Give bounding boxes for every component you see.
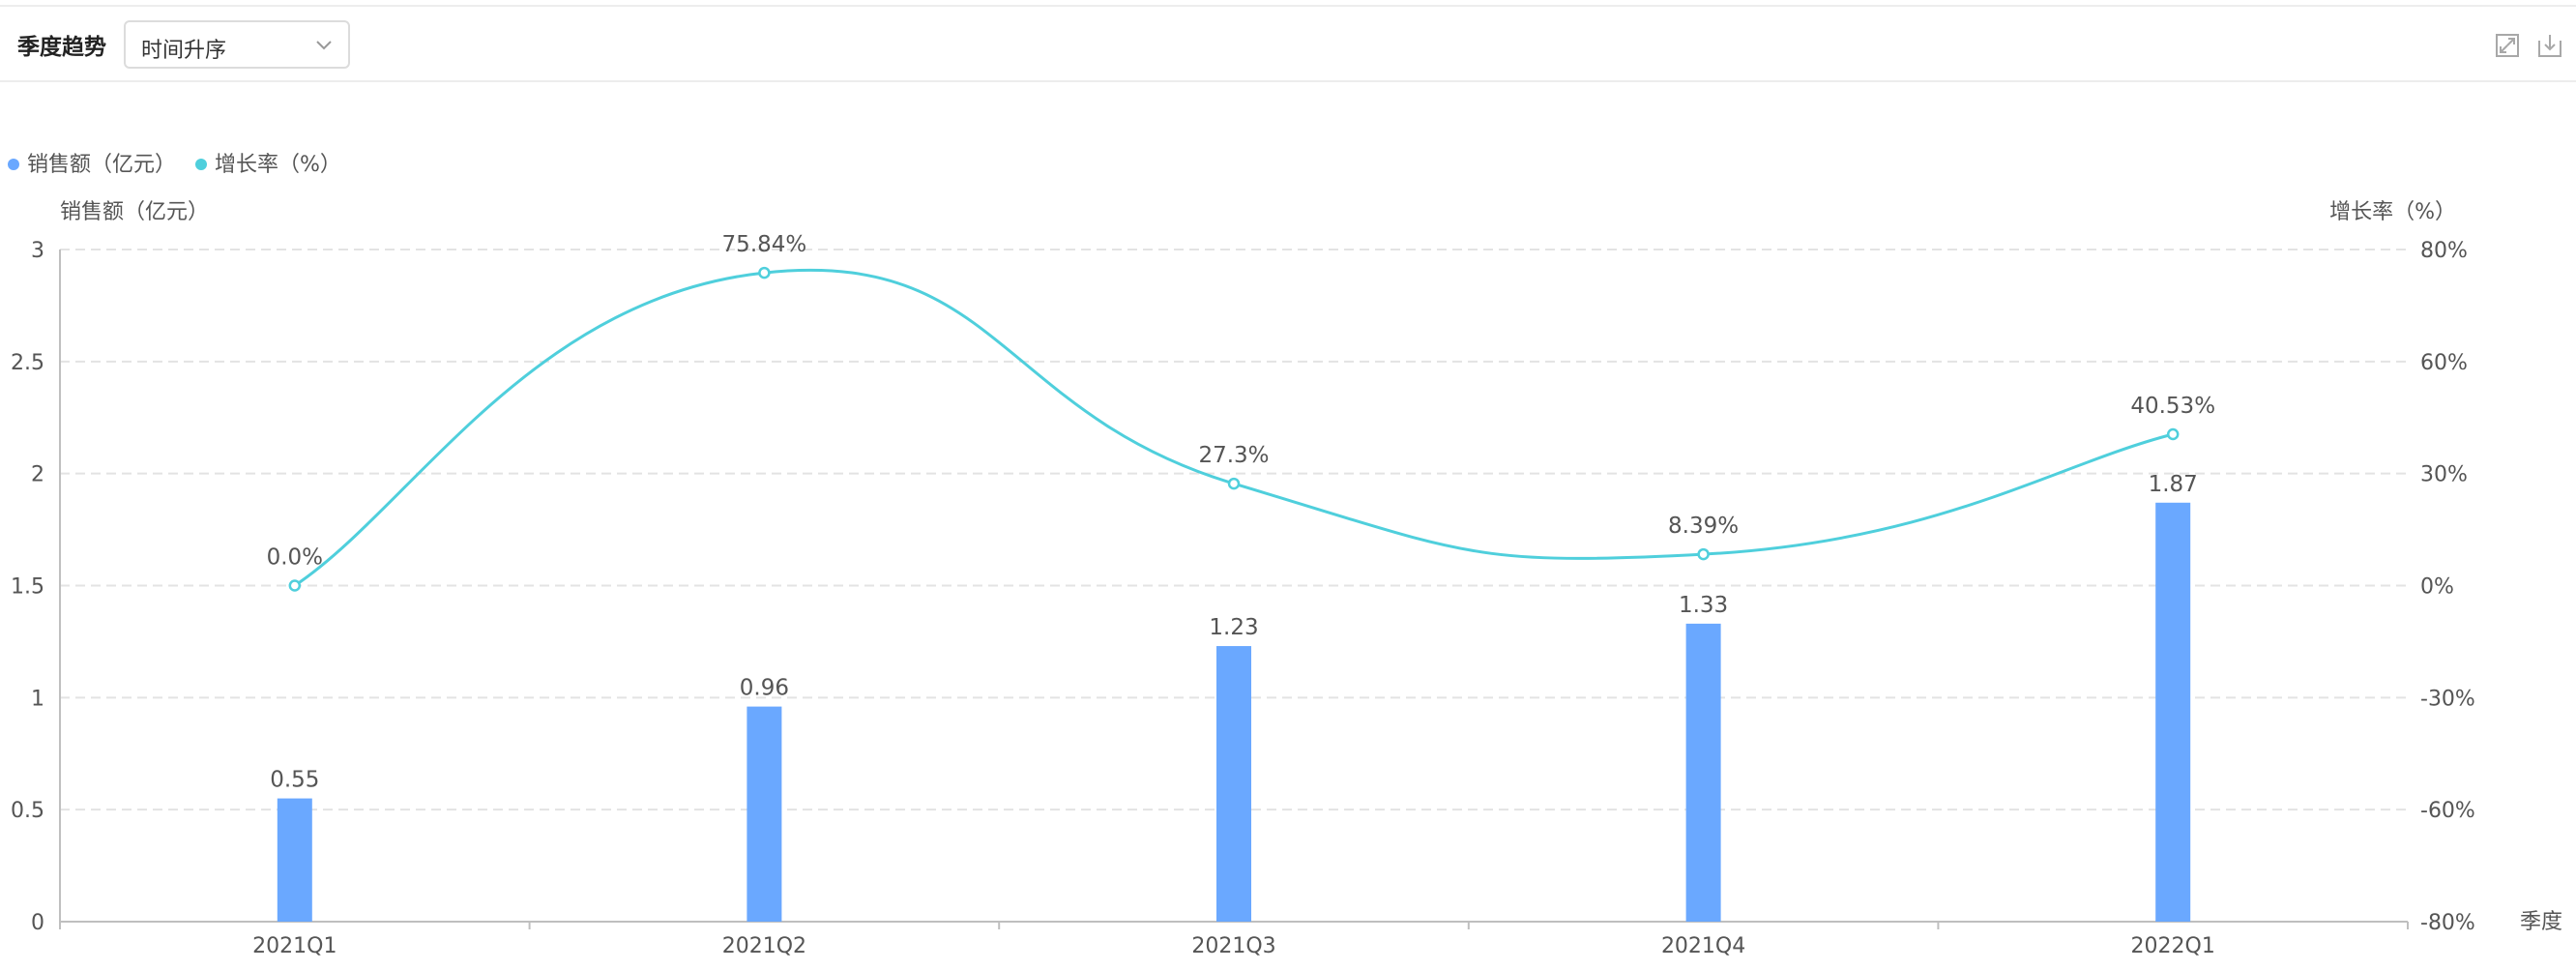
bar-data-label: 1.87 (2149, 472, 2198, 497)
line-point-growth (2166, 427, 2180, 441)
bar-sales (277, 798, 312, 922)
y-right-tick-label: 0% (2420, 575, 2454, 600)
legend-marker-sales (8, 159, 19, 170)
x-tick-label: 2021Q4 (1661, 934, 1745, 958)
x-tick-label: 2021Q3 (1191, 934, 1275, 958)
y-right-tick-label: -60% (2420, 799, 2475, 823)
x-tick-label: 2022Q1 (2131, 934, 2215, 958)
top-border (0, 0, 2576, 7)
bar-sales (746, 706, 782, 922)
line-data-label: 0.0% (267, 545, 323, 571)
y-right-axis-title: 增长率（%） (2329, 200, 2456, 224)
line-data-label: 8.39% (1668, 514, 1739, 539)
chart-toolbar: 季度趋势 时间升序 (0, 7, 2576, 82)
bar-data-label: 0.55 (270, 768, 319, 793)
y-right-tick-label: 60% (2420, 351, 2468, 375)
bar-data-label: 1.33 (1679, 593, 1728, 618)
download-icon[interactable] (2537, 33, 2562, 58)
bar-sales (1216, 646, 1251, 922)
y-left-tick-label: 0 (31, 911, 44, 935)
line-point-growth (1697, 547, 1710, 561)
y-left-tick-label: 1 (31, 687, 44, 711)
bar-sales (2155, 502, 2191, 922)
y-right-tick-label: -30% (2420, 687, 2475, 711)
chart-title: 季度趋势 (17, 35, 106, 60)
bar-data-label: 0.96 (740, 676, 789, 701)
y-left-tick-label: 0.5 (11, 799, 44, 823)
line-point-growth (1227, 477, 1241, 490)
bar-sales (1685, 623, 1721, 922)
legend-label-sales: 销售额（亿元） (27, 153, 176, 177)
x-axis-title: 季度 (2520, 910, 2562, 934)
y-left-tick-label: 3 (31, 239, 44, 263)
line-data-label: 27.3% (1198, 443, 1269, 468)
line-data-label: 75.84% (722, 232, 807, 257)
chevron-down-icon (316, 41, 332, 50)
x-tick-label: 2021Q1 (252, 934, 337, 958)
y-left-tick-label: 2 (31, 463, 44, 487)
line-point-growth (288, 579, 302, 592)
x-tick-label: 2021Q2 (722, 934, 806, 958)
legend-marker-growth (195, 159, 207, 170)
y-left-tick-label: 1.5 (11, 575, 44, 600)
line-growth-rate (293, 268, 2174, 587)
y-right-tick-label: 30% (2420, 463, 2468, 487)
sort-order-value: 时间升序 (141, 39, 227, 63)
line-data-label: 40.53% (2130, 394, 2215, 419)
y-left-axis-title: 销售额（亿元） (60, 200, 209, 224)
y-right-tick-label: 80% (2420, 239, 2468, 263)
sort-order-select[interactable]: 时间升序 (124, 20, 350, 69)
bar-data-label: 1.23 (1209, 615, 1258, 640)
line-point-growth (758, 266, 771, 279)
y-left-tick-label: 2.5 (11, 351, 44, 375)
expand-icon[interactable] (2495, 33, 2520, 58)
legend-label-growth: 增长率（%） (215, 153, 341, 177)
y-right-tick-label: -80% (2420, 911, 2475, 935)
